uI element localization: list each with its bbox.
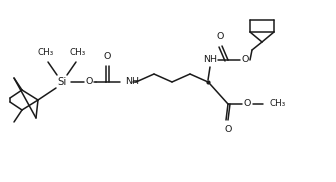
Text: CH₃: CH₃ <box>38 48 54 57</box>
Text: CH₃: CH₃ <box>70 48 86 57</box>
Text: O: O <box>85 78 93 86</box>
Text: CH₃: CH₃ <box>270 100 286 108</box>
Text: O: O <box>243 100 251 108</box>
Text: O: O <box>103 52 111 61</box>
Text: O: O <box>241 56 249 64</box>
Text: O: O <box>224 125 232 134</box>
Text: NH: NH <box>203 56 217 64</box>
Text: Si: Si <box>57 77 67 87</box>
Text: NH: NH <box>125 78 139 86</box>
Text: O: O <box>216 32 224 41</box>
